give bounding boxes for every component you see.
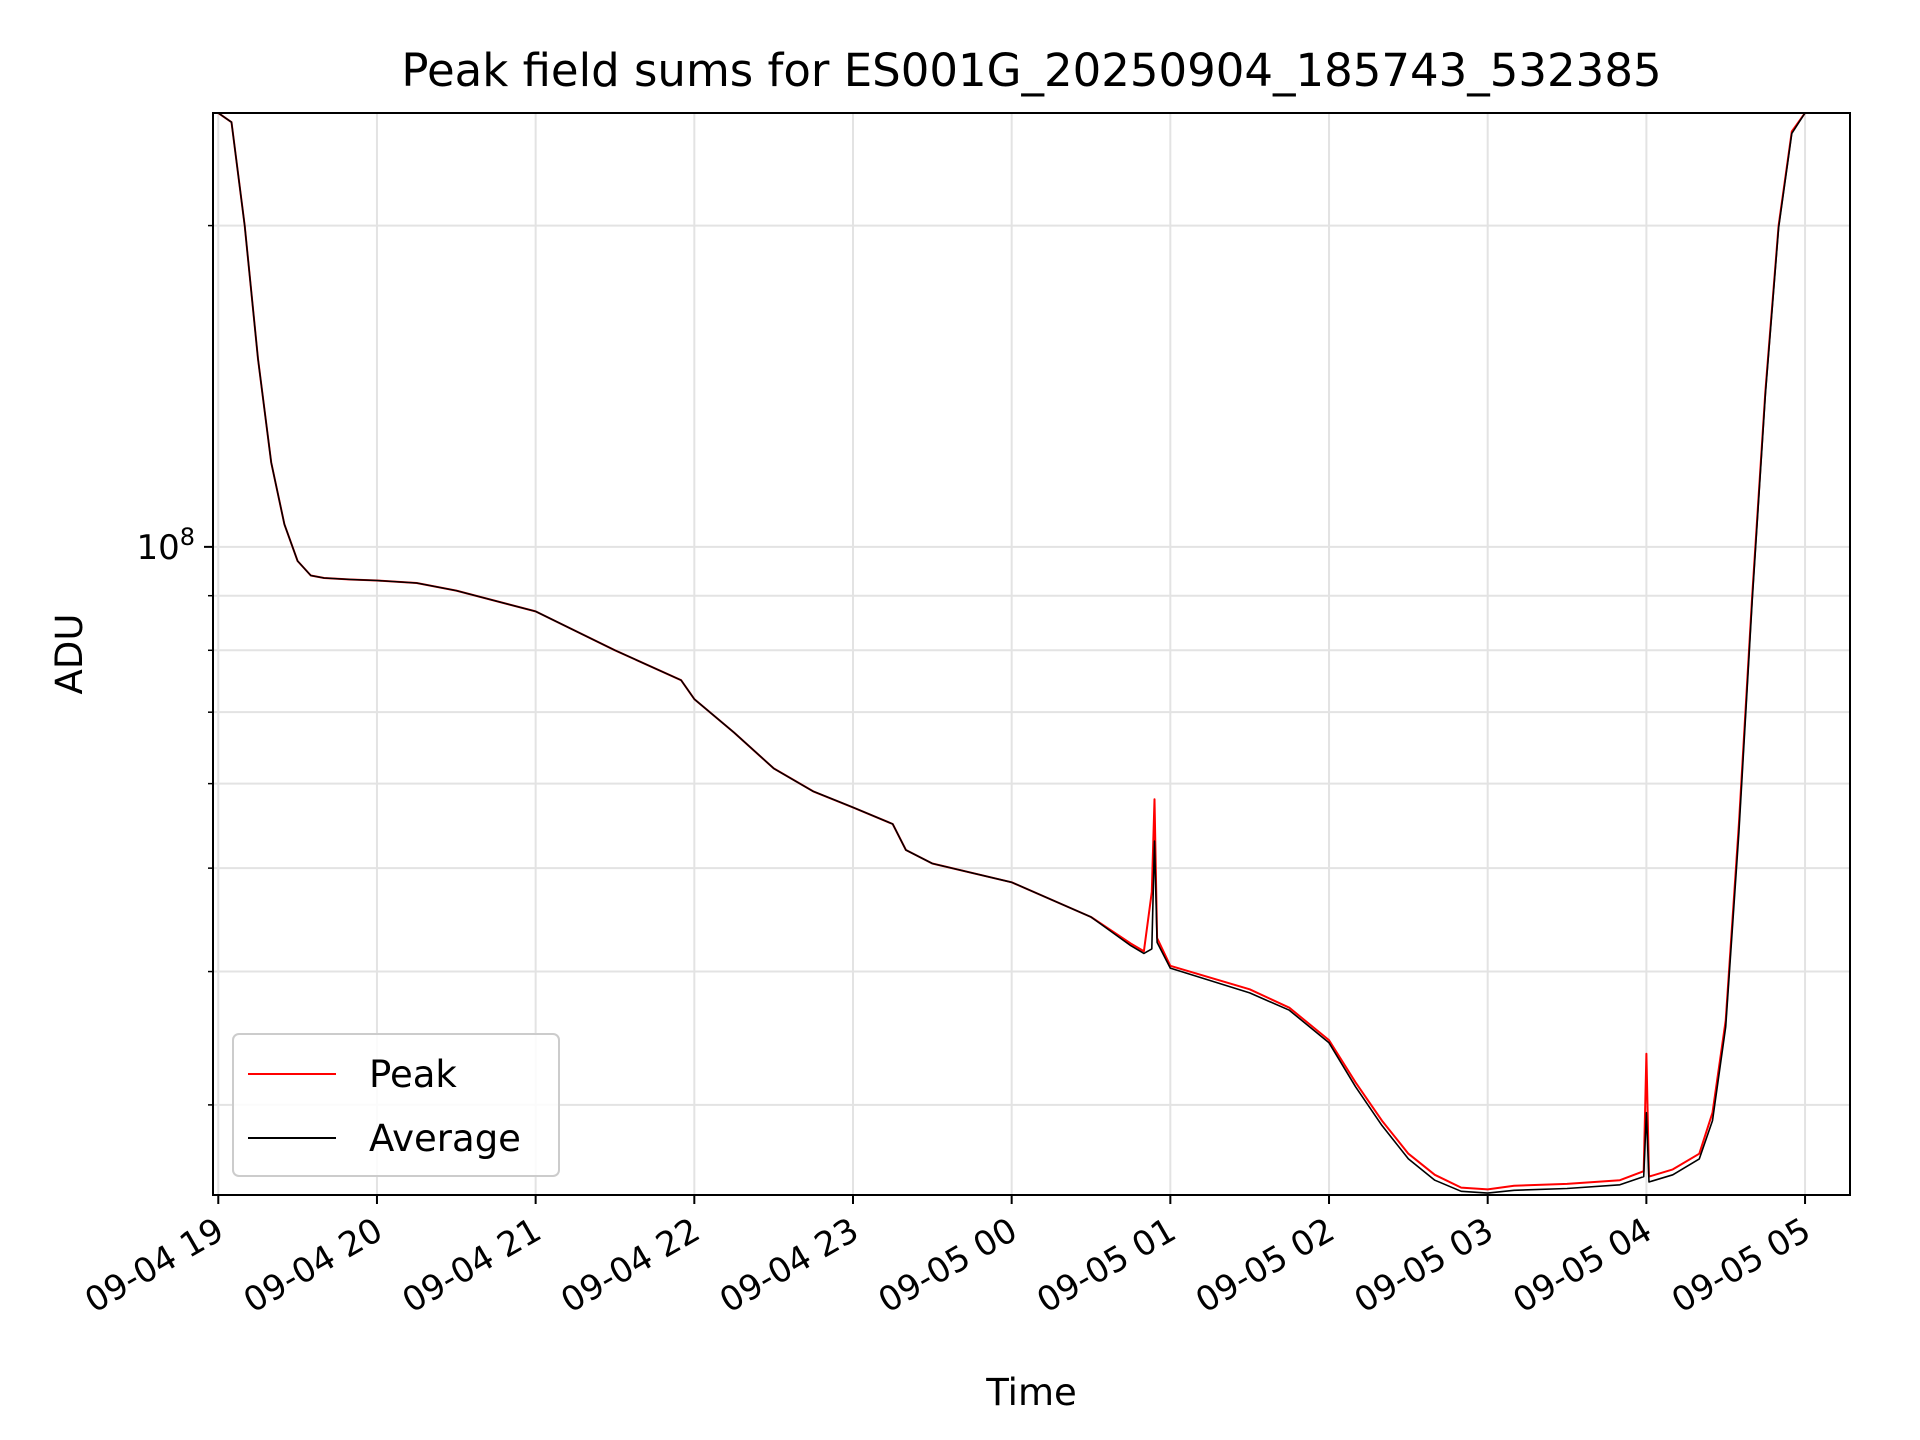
y-axis-label: ADU — [48, 614, 91, 695]
x-axis-label: Time — [985, 1371, 1077, 1414]
series-line-average — [217, 113, 1819, 1194]
plot-lines — [217, 113, 1819, 1194]
legend-label-average: Average — [369, 1117, 521, 1160]
legend-box — [232, 1033, 560, 1177]
chart-title: Peak field sums for ES001G_20250904_1857… — [401, 44, 1661, 97]
y-axis: 108 — [136, 224, 213, 1106]
y-tick-label: 108 — [136, 523, 195, 568]
grid — [213, 113, 1850, 1195]
legend-label-peak: Peak — [369, 1053, 457, 1096]
plot-frame — [212, 112, 1851, 1196]
legend: Peak Average — [232, 1033, 560, 1177]
